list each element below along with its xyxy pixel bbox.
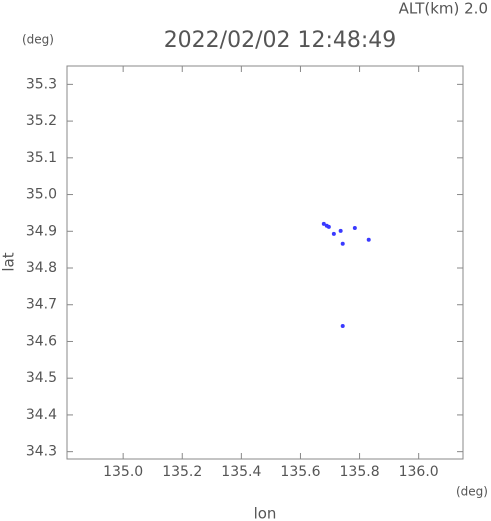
x-tick-label: 135.2 [162, 464, 202, 480]
y-tick-label: 34.3 [26, 444, 57, 460]
y-tick-label: 35.3 [26, 76, 57, 92]
y-tick-label: 34.8 [26, 260, 57, 276]
x-axis-label: lon [254, 505, 277, 521]
y-tick-label: 34.9 [26, 223, 57, 239]
chart-title: 2022/02/02 12:48:49 [164, 28, 397, 53]
y-tick-label: 35.1 [26, 150, 57, 166]
point [331, 231, 336, 236]
point [326, 224, 331, 229]
y-unit: (deg) [22, 33, 54, 47]
annotation: ALT(km) 2.0 [399, 0, 488, 18]
y-tick-label: 34.7 [26, 297, 57, 313]
point [340, 241, 345, 246]
y-tick-label: 35.2 [26, 113, 57, 129]
point [338, 228, 343, 233]
point [340, 324, 345, 329]
plot-frame [66, 65, 464, 460]
x-tick-label: 135.4 [221, 464, 261, 480]
x-tick-label: 135.6 [280, 464, 320, 480]
y-tick-label: 35.0 [26, 187, 57, 203]
y-tick-label: 34.6 [26, 333, 57, 349]
y-axis-label: lat [0, 252, 18, 271]
y-tick-label: 34.4 [26, 407, 57, 423]
point [366, 237, 371, 242]
point [321, 221, 326, 226]
x-tick-label: 136.0 [399, 464, 439, 480]
x-tick-label: 135.8 [340, 464, 380, 480]
x-unit: (deg) [456, 485, 488, 499]
x-tick-label: 135.0 [103, 464, 143, 480]
y-tick-label: 34.5 [26, 370, 57, 386]
point [352, 225, 357, 230]
